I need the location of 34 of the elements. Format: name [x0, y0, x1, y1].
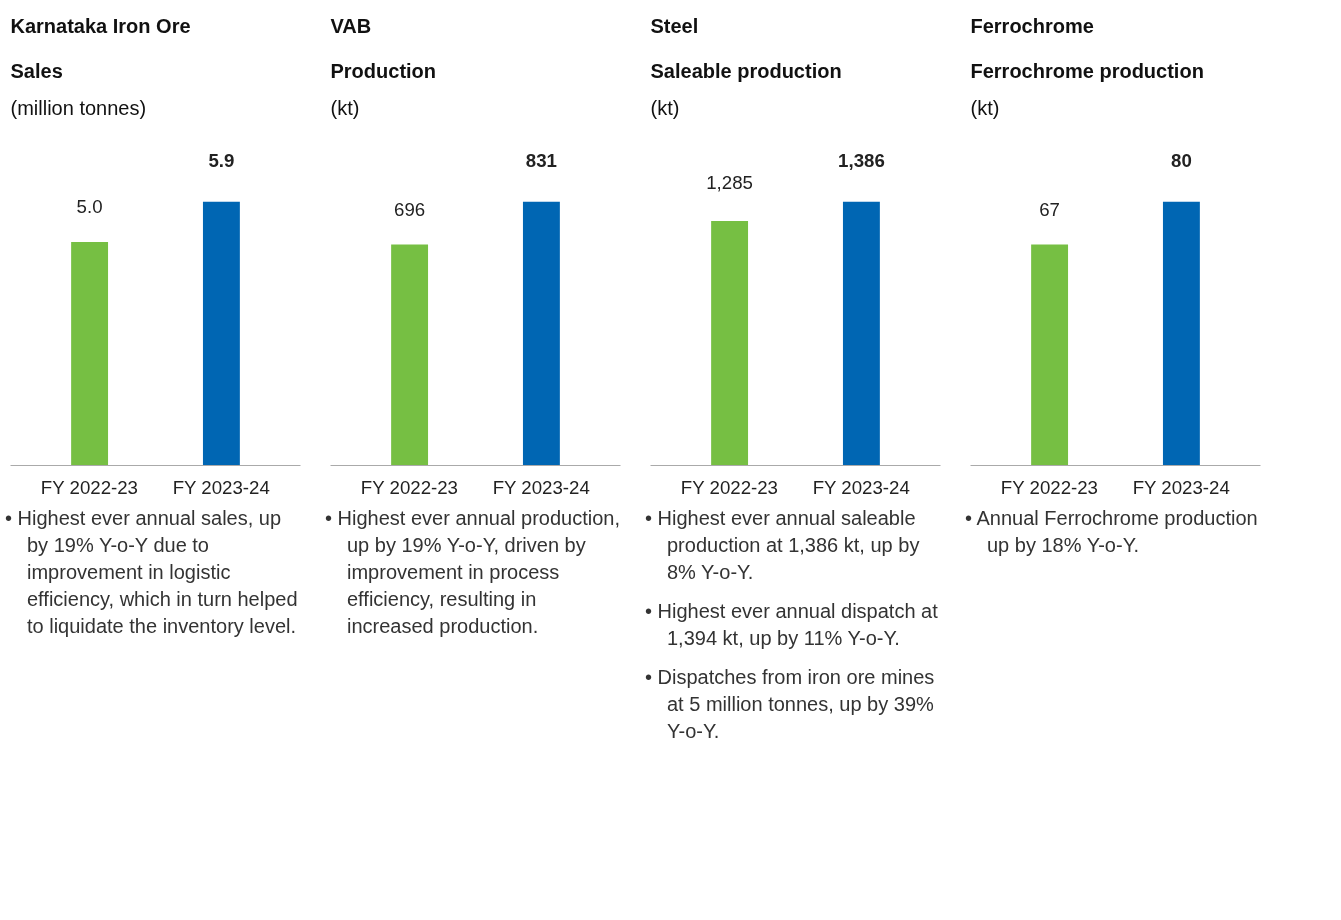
- x-tick-label: FY 2022-23: [40, 476, 138, 498]
- x-tick-label: FY 2023-24: [172, 476, 270, 498]
- x-tick-label: FY 2022-23: [680, 476, 778, 498]
- chart-title: Steel: [650, 14, 699, 37]
- x-tick-label: FY 2022-23: [360, 476, 458, 498]
- y-axis-title: (kt): [970, 96, 1000, 119]
- data-label: 80: [1171, 150, 1192, 172]
- data-label: 5.0: [76, 195, 103, 217]
- text: • Highest ever annual dispatch at 1,394 kt, up by 11% Y-o-Y.: [645, 599, 939, 651]
- chart-subtitle: Production: [330, 59, 437, 82]
- x-tick-label: FY 2023-24: [492, 476, 590, 498]
- data-label: 1,285: [706, 172, 753, 194]
- y-axis-title: (kt): [650, 96, 680, 119]
- x-tick-label: FY 2023-24: [812, 476, 910, 498]
- chart-subtitle: Sales: [10, 59, 63, 82]
- text: • Highest ever annual production, up by 19% Y-o-Y, driven by improvement in process efficiency, resulting in increased production.: [325, 506, 621, 639]
- text: • Annual Ferrochrome production up by 18% Y-o-Y.: [965, 506, 1259, 558]
- x-tick-label: FY 2022-23: [1000, 476, 1098, 498]
- text: • Dispatches from iron ore mines at 5 million tonnes, up by 39% Y-o-Y.: [645, 665, 936, 744]
- y-axis-title: (million tonnes): [10, 96, 147, 119]
- text: • Highest ever annual sales, up by 19% Y-o-Y due to improvement in logistic efficiency, which in turn helped to liquidate the inventory level.: [5, 506, 299, 639]
- text: • Highest ever annual saleable production at 1,386 kt, up by 8% Y-o-Y.: [645, 506, 921, 585]
- data-label: 1,386: [838, 150, 885, 172]
- chart-title: Karnataka Iron Ore: [10, 14, 191, 37]
- data-label: 696: [394, 198, 426, 220]
- chart-subtitle: Ferrochrome production: [970, 59, 1204, 82]
- data-label: 831: [525, 150, 557, 172]
- chart-title: VAB: [330, 14, 372, 37]
- y-axis-title: (kt): [330, 96, 360, 119]
- chart-title: Ferrochrome: [970, 14, 1094, 37]
- chart-subtitle: Saleable production: [650, 59, 842, 82]
- x-tick-label: FY 2023-24: [1132, 476, 1230, 498]
- data-label: 5.9: [208, 150, 235, 172]
- data-label: 67: [1039, 198, 1060, 220]
